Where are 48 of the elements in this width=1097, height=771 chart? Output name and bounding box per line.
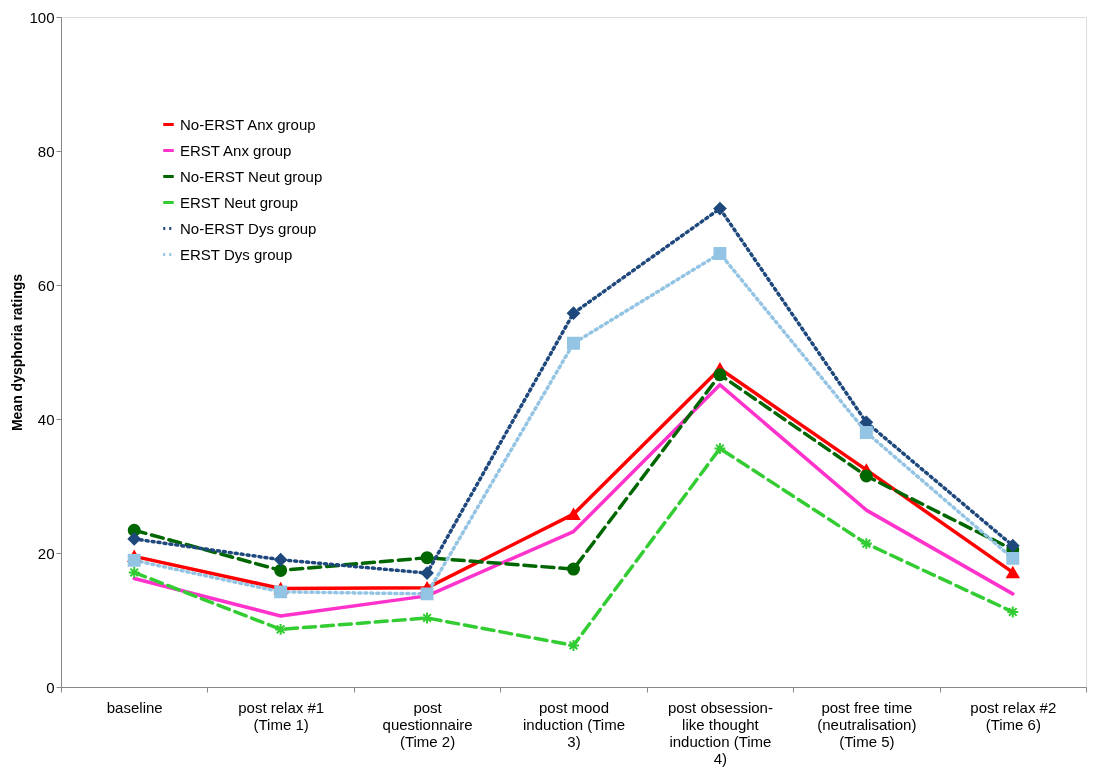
point xyxy=(1006,605,1020,619)
legend-label: No-ERST Neut group xyxy=(180,167,323,185)
x-tick-label: baseline xyxy=(106,698,163,716)
point xyxy=(859,469,873,483)
x-tick-label: post mood induction (Time 3) xyxy=(523,698,625,750)
point xyxy=(713,202,727,216)
y-axis-title: Mean dysphoria ratings xyxy=(9,273,26,432)
y-tick-label: 20 xyxy=(37,544,55,562)
point xyxy=(1006,551,1020,565)
point xyxy=(127,553,141,567)
line-series xyxy=(132,383,1015,618)
y-tick-label: 40 xyxy=(37,410,55,428)
point xyxy=(859,425,873,439)
point xyxy=(274,585,288,599)
point xyxy=(1006,566,1020,579)
point xyxy=(127,532,141,546)
point xyxy=(420,587,434,601)
point xyxy=(859,537,873,551)
point xyxy=(420,551,434,565)
point xyxy=(567,508,580,520)
x-tick-label: post free time (neutralisation) (Time 5) xyxy=(817,698,917,750)
legend-label: No-ERST Dys group xyxy=(180,219,317,237)
point xyxy=(713,442,727,455)
point xyxy=(420,611,434,625)
point xyxy=(567,562,580,576)
legend-label: ERST Neut group xyxy=(180,193,299,211)
y-tick-label: 0 xyxy=(46,678,55,696)
point xyxy=(713,247,727,260)
legend-label: No-ERST Anx group xyxy=(180,115,316,133)
point xyxy=(274,563,288,577)
y-tick-label: 100 xyxy=(29,8,55,26)
legend-label: ERST Anx group xyxy=(180,141,292,159)
y-tick-label: 60 xyxy=(37,276,55,294)
x-tick-label: post obsession-like thought induction (Time 4) xyxy=(667,698,773,767)
legend-label: ERST Dys group xyxy=(180,245,293,263)
point xyxy=(567,638,580,652)
y-tick-label: 80 xyxy=(37,142,55,160)
x-tick-label: post relax #2 (Time 6) xyxy=(970,698,1057,733)
x-tick-label: post questionnaire (Time 2) xyxy=(382,698,473,750)
point xyxy=(127,565,141,579)
point xyxy=(274,553,288,567)
point xyxy=(420,566,434,580)
point xyxy=(567,306,580,320)
point xyxy=(713,368,727,382)
point xyxy=(567,336,580,350)
point xyxy=(274,622,288,636)
point xyxy=(1006,539,1020,553)
x-tick-label: post relax #1 (Time 1) xyxy=(238,698,325,733)
